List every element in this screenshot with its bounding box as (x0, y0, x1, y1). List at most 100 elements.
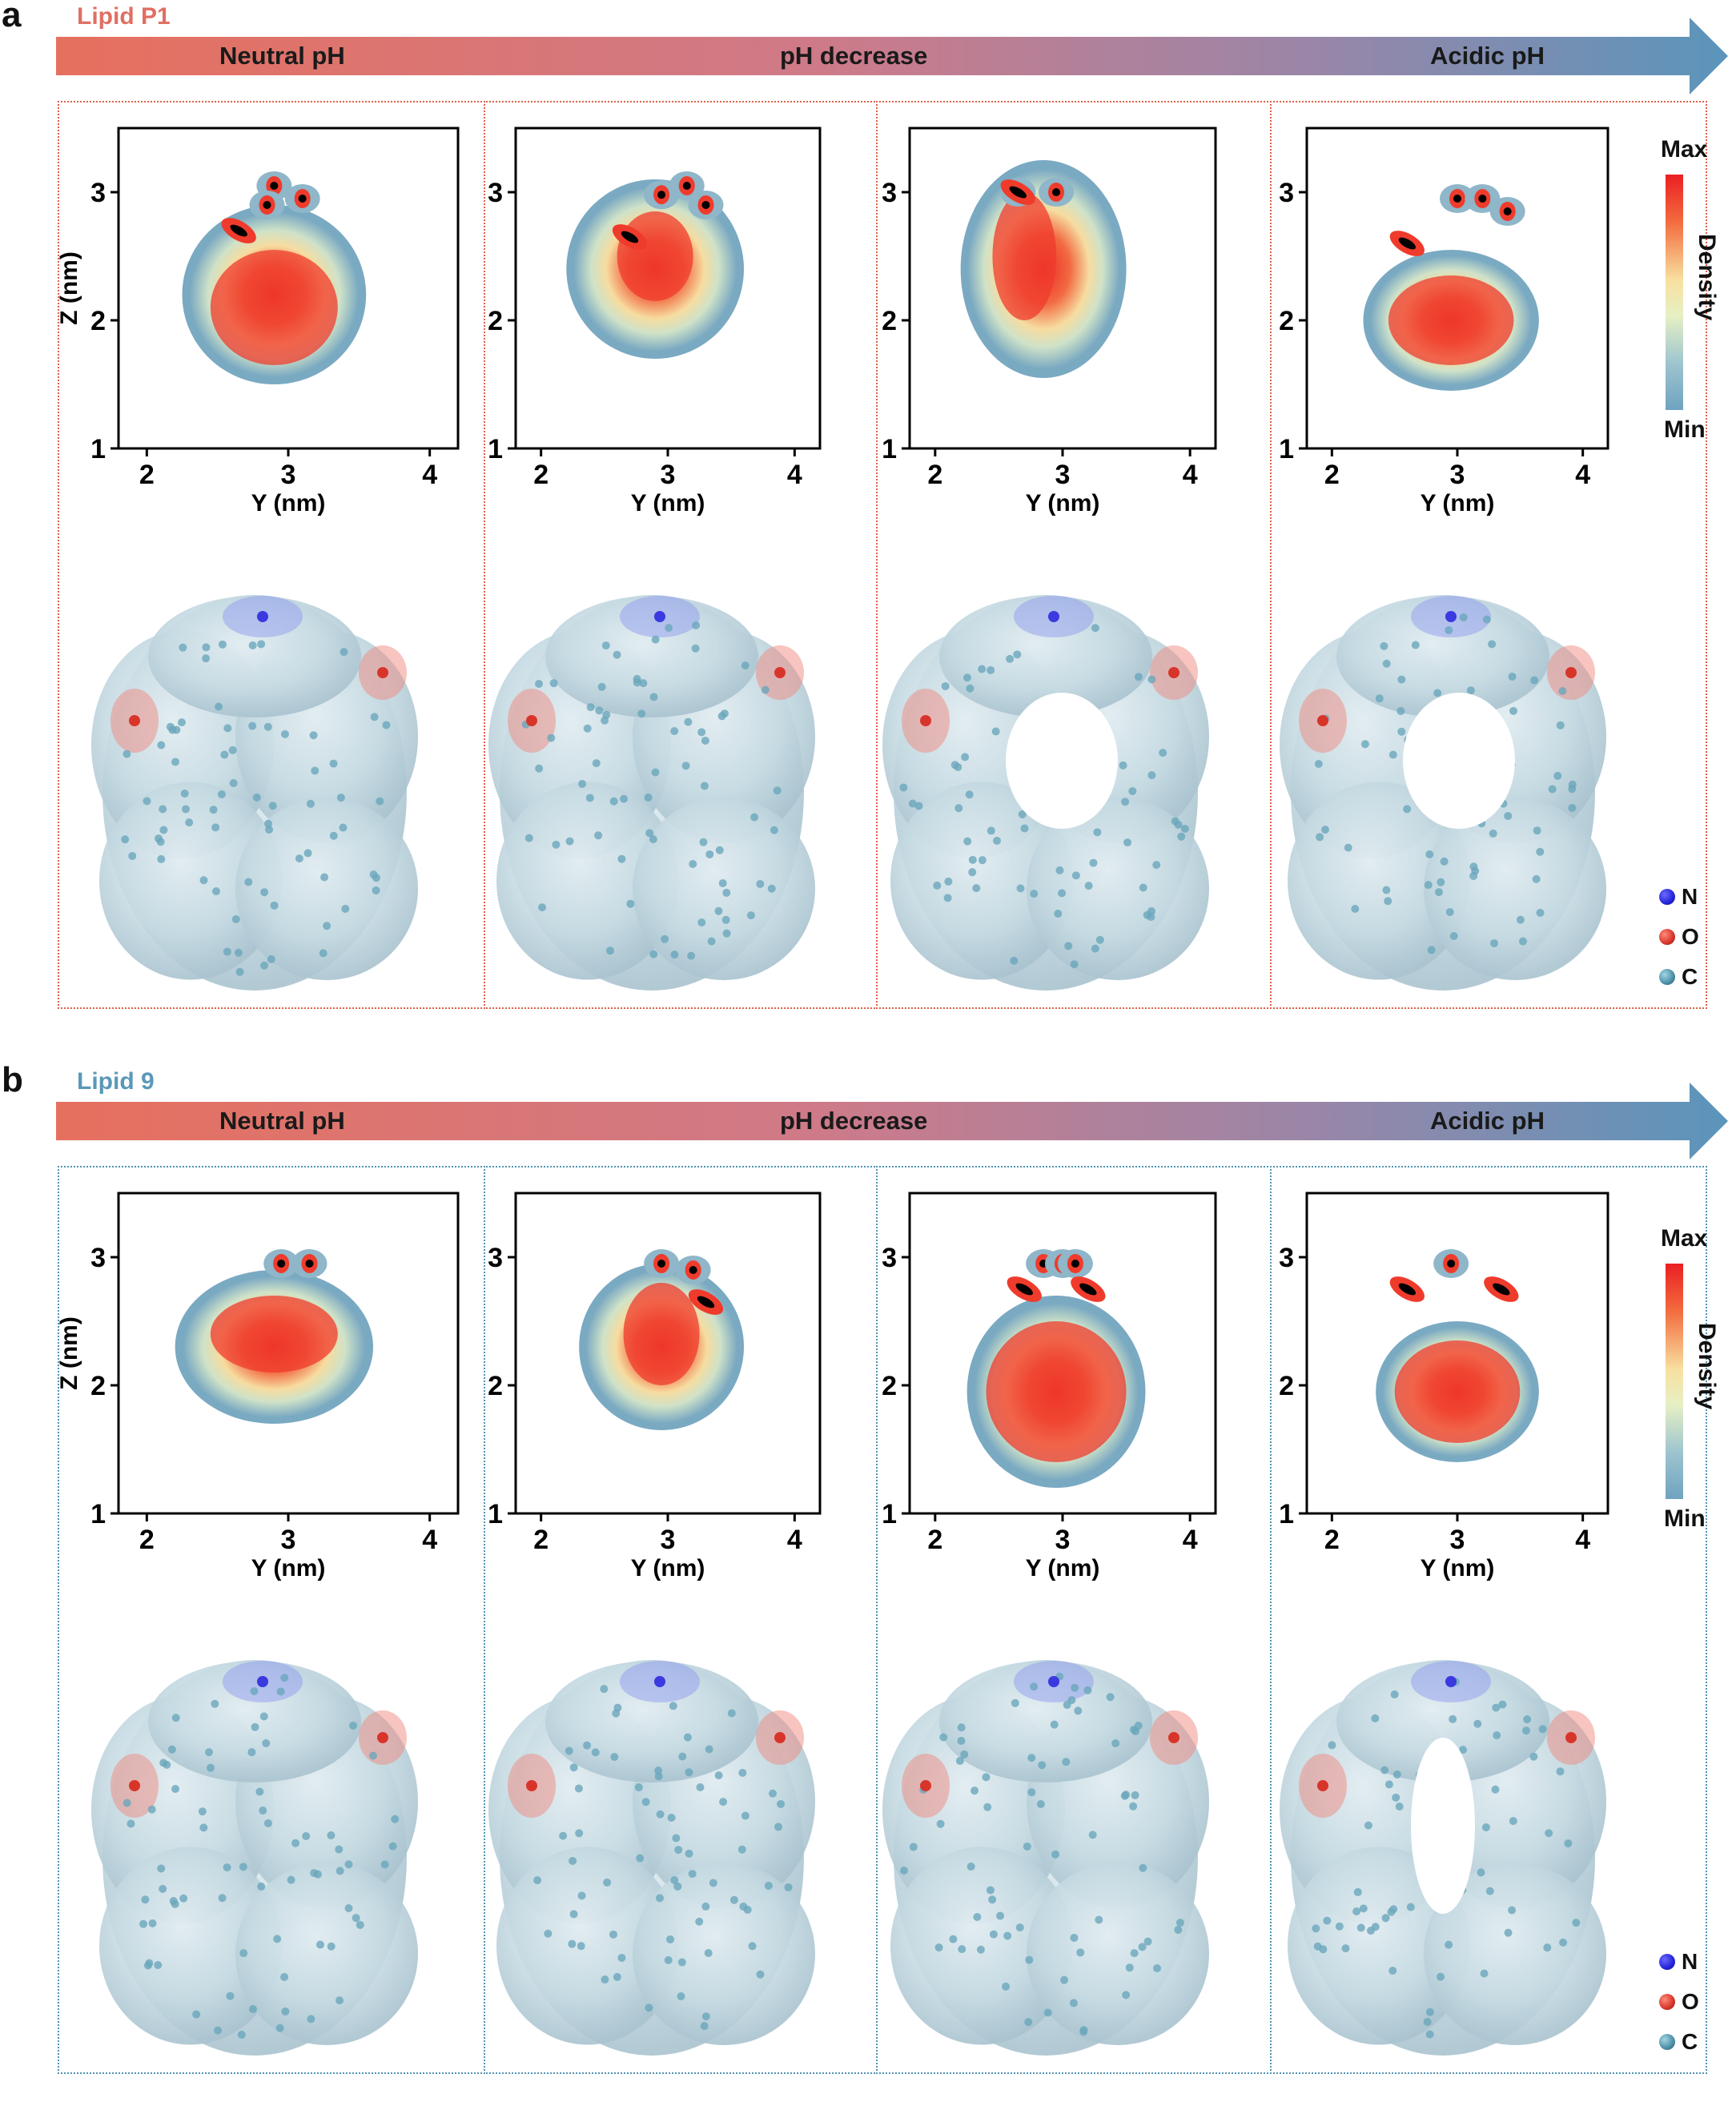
x-axis-label: Y (nm) (1026, 490, 1100, 516)
x-tick-label: 3 (1450, 1525, 1465, 1555)
arrow-label-acidic: Acidic pH (1430, 42, 1545, 70)
x-tick-label: 4 (1575, 1525, 1590, 1555)
arrow-label-decrease: pH decrease (780, 42, 928, 70)
y-tick-label: 3 (1279, 178, 1294, 208)
y-tick-label: 2 (882, 1371, 897, 1401)
oxygen-atom-icon (1659, 929, 1675, 945)
x-tick-label: 3 (661, 460, 676, 490)
molecule-surface (488, 595, 815, 991)
molecule-cavity (1006, 693, 1118, 829)
y-tick-label: 2 (90, 1371, 106, 1401)
density-peak (682, 182, 691, 190)
y-tick-label: 1 (882, 1499, 897, 1529)
y-tick-label: 1 (488, 434, 503, 464)
legend-o: O (1659, 924, 1699, 950)
density-peak (1398, 237, 1417, 250)
y-axis-label: Z (nm) (56, 251, 82, 325)
colorbar-min-label: Min (1664, 416, 1706, 443)
density-peak (305, 1260, 314, 1268)
x-tick-label: 2 (533, 1525, 549, 1555)
density-core (617, 211, 693, 301)
x-tick-label: 4 (422, 460, 437, 490)
density-peak (1478, 195, 1487, 203)
y-tick-label: 3 (488, 178, 503, 208)
density-peak (657, 191, 666, 199)
density-core (1388, 275, 1514, 365)
x-tick-label: 4 (787, 460, 802, 490)
x-axis-label: Y (nm) (631, 490, 705, 516)
x-tick-label: 4 (1575, 460, 1590, 490)
y-tick-label: 2 (90, 306, 106, 336)
ph-gradient-arrow (56, 1083, 1728, 1159)
x-tick-label: 2 (1324, 1525, 1340, 1555)
y-tick-label: 3 (882, 178, 897, 208)
x-tick-label: 2 (927, 460, 942, 490)
ph-gradient-arrow (56, 18, 1728, 94)
density-core (623, 1283, 700, 1385)
panel-letter: a (2, 0, 22, 34)
density-peak (701, 201, 710, 209)
density-peak (1071, 1260, 1079, 1268)
molecule-cavity (1411, 1738, 1475, 1914)
x-axis-label: Y (nm) (1421, 1555, 1495, 1581)
y-axis-label: Z (nm) (56, 1316, 82, 1390)
density-peak (230, 224, 247, 237)
x-tick-label: 4 (1183, 1525, 1198, 1555)
x-tick-label: 4 (422, 1525, 437, 1555)
x-axis-label: Y (nm) (1421, 490, 1495, 516)
density-peak (697, 1296, 715, 1308)
lipid-name: Lipid P1 (77, 3, 171, 30)
lipid-name: Lipid 9 (77, 1068, 155, 1095)
y-tick-label: 2 (1279, 306, 1294, 336)
x-tick-label: 2 (139, 460, 155, 490)
x-axis-label: Y (nm) (251, 490, 326, 516)
x-tick-label: 3 (1055, 460, 1071, 490)
panel-a: a Lipid P1 Neutral pH pH decrease Acidic… (0, 0, 1736, 1049)
x-axis-label: Y (nm) (251, 1555, 326, 1581)
legend-c: C (1659, 2029, 1698, 2055)
x-tick-label: 4 (1183, 460, 1198, 490)
legend-c-label: C (1682, 964, 1698, 989)
density-peak (1453, 195, 1461, 203)
x-axis-label: Y (nm) (1026, 1555, 1100, 1581)
density-peak (689, 1266, 697, 1274)
density-peak (1447, 1260, 1456, 1268)
density-peak (1493, 1283, 1510, 1296)
y-tick-label: 3 (1279, 1243, 1294, 1273)
y-tick-label: 1 (882, 434, 897, 464)
panel-b: b Lipid 9 Neutral pH pH decrease Acidic … (0, 1060, 1736, 2114)
density-core (210, 1296, 338, 1372)
y-tick-label: 1 (1279, 1499, 1294, 1529)
x-tick-label: 3 (281, 460, 296, 490)
legend-n: N (1659, 1949, 1698, 1975)
nitrogen-atom-icon (1659, 889, 1675, 905)
colorbar-a (1666, 175, 1683, 410)
molecule-surface (488, 1660, 815, 2056)
legend-o-label: O (1682, 1989, 1699, 2014)
x-tick-label: 2 (1324, 460, 1340, 490)
density-peak (270, 182, 279, 190)
arrow-label-neutral: Neutral pH (219, 42, 345, 70)
frame-acidic (1270, 1166, 1707, 2074)
y-tick-label: 1 (488, 1499, 503, 1529)
x-axis-label: Y (nm) (631, 1555, 705, 1581)
density-core (986, 1321, 1127, 1462)
density-peak (1079, 1283, 1097, 1296)
x-tick-label: 2 (927, 1525, 942, 1555)
legend-o: O (1659, 1989, 1699, 2015)
legend-c: C (1659, 964, 1698, 990)
x-tick-label: 4 (787, 1525, 802, 1555)
panel-letter: b (2, 1060, 23, 1099)
density-peak (621, 231, 639, 243)
density-core (1394, 1340, 1521, 1443)
density-core (992, 192, 1057, 320)
y-tick-label: 1 (1279, 434, 1294, 464)
colorbar-max-label: Max (1661, 136, 1708, 163)
density-peak (657, 1260, 666, 1268)
y-tick-label: 2 (882, 306, 897, 336)
legend-n-label: N (1682, 884, 1698, 909)
